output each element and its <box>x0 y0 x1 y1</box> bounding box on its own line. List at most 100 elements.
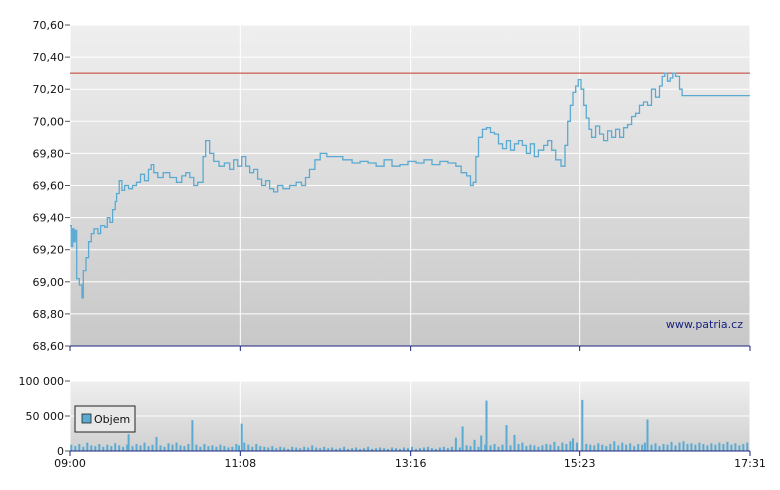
volume-bar <box>646 419 649 451</box>
volume-bar <box>82 446 85 451</box>
volume-bar <box>637 444 640 451</box>
price-gridlines <box>69 24 751 347</box>
price-panel: 68,60 68,80 69,00 69,20 69,40 69,60 69,80 70,00… <box>33 19 751 353</box>
volume-bar <box>458 447 461 451</box>
volume-bar <box>70 444 73 451</box>
volume-bar <box>231 446 234 451</box>
volume-bar <box>650 444 653 451</box>
price-y-tick-label: 69,40 <box>33 212 65 225</box>
volume-bar <box>327 448 330 451</box>
volume-bar <box>678 442 681 451</box>
volume-bar <box>438 447 441 451</box>
volume-bar <box>666 444 669 451</box>
volume-bar <box>517 444 520 451</box>
volume-bar <box>469 446 472 451</box>
price-y-tick-label: 69,20 <box>33 244 65 257</box>
x-tick-label: 11:08 <box>224 457 256 470</box>
volume-bar <box>195 444 198 451</box>
volume-bar <box>235 444 238 451</box>
volume-bar <box>690 443 693 451</box>
volume-bar <box>485 400 488 451</box>
volume-bar <box>151 444 154 451</box>
volume-bar <box>572 438 574 451</box>
volume-bar <box>240 423 243 451</box>
volume-bar <box>454 437 457 451</box>
volume-bar <box>658 446 661 451</box>
volume-bar <box>617 445 620 451</box>
volume-bar <box>331 447 334 451</box>
volume-bar <box>207 446 210 451</box>
volume-bar <box>307 447 310 451</box>
volume-bar <box>122 446 125 451</box>
volume-bar <box>694 444 697 451</box>
volume-bar <box>601 444 604 451</box>
volume-bar <box>159 445 162 451</box>
volume-bar <box>450 446 453 451</box>
x-tick-label: 15:23 <box>564 457 596 470</box>
volume-bar <box>493 444 496 451</box>
volume-bar <box>654 443 657 451</box>
price-y-tick-label: 70,40 <box>33 51 65 64</box>
volume-bar <box>363 448 366 451</box>
volume-bar <box>86 442 89 451</box>
volume-bar <box>375 448 378 451</box>
volume-panel: 0 50 000 100 000 09:00 11:08 13:16 15:23 17:31… <box>19 375 766 470</box>
watermark: www.patria.cz <box>666 318 743 331</box>
volume-bar <box>287 448 290 451</box>
volume-bar <box>347 448 350 451</box>
volume-bar <box>311 445 314 451</box>
volume-bar <box>465 445 468 451</box>
legend-swatch-objem <box>81 413 92 424</box>
volume-bar <box>90 445 93 451</box>
volume-bar <box>391 447 393 451</box>
price-y-tick-label: 69,60 <box>33 180 65 193</box>
volume-bar <box>355 447 358 451</box>
volume-bar <box>139 445 142 451</box>
volume-bar <box>446 448 449 451</box>
volume-bar <box>203 444 206 451</box>
volume-bar <box>114 443 117 451</box>
volume-bar <box>726 441 729 451</box>
volume-bar <box>549 444 552 451</box>
price-y-tick-label: 68,60 <box>33 340 65 353</box>
volume-bar <box>738 445 741 451</box>
volume-bar <box>339 448 342 451</box>
volume-bar <box>223 446 226 451</box>
volume-bar <box>183 446 186 451</box>
price-x-ticks <box>69 346 751 351</box>
volume-bar <box>243 442 246 451</box>
volume-bar <box>605 446 608 451</box>
volume-bar <box>643 442 646 451</box>
volume-bar <box>271 446 274 451</box>
volume-bar <box>351 448 354 451</box>
price-y-tick-label: 69,80 <box>33 147 65 160</box>
volume-bar <box>641 444 644 451</box>
volume-bar <box>155 437 158 451</box>
volume-bar <box>78 444 81 451</box>
volume-bar <box>247 444 250 451</box>
volume-bar <box>597 443 600 451</box>
volume-bar <box>718 442 721 451</box>
volume-y-tick-label: 0 <box>57 445 64 458</box>
volume-bar <box>621 442 624 451</box>
x-tick-label: 17:31 <box>734 457 766 470</box>
volume-bar <box>581 399 584 451</box>
volume-bar <box>283 447 286 451</box>
volume-bar <box>557 446 560 451</box>
volume-bar <box>734 443 737 451</box>
volume-bar <box>94 446 97 451</box>
volume-bar <box>126 444 129 451</box>
volume-bar <box>383 448 386 451</box>
volume-bar <box>127 434 130 451</box>
volume-bar <box>561 442 564 451</box>
volume-bar <box>682 441 685 451</box>
volume-bar <box>431 448 433 451</box>
x-tick-label: 13:16 <box>395 457 427 470</box>
price-y-tick-label: 68,80 <box>33 308 65 321</box>
volume-y-tick-label: 50 000 <box>26 410 65 423</box>
volume-bar <box>589 444 592 451</box>
volume-bar <box>106 444 109 451</box>
volume-bar <box>706 445 709 451</box>
volume-bar <box>303 446 306 451</box>
volume-bar <box>187 444 190 451</box>
